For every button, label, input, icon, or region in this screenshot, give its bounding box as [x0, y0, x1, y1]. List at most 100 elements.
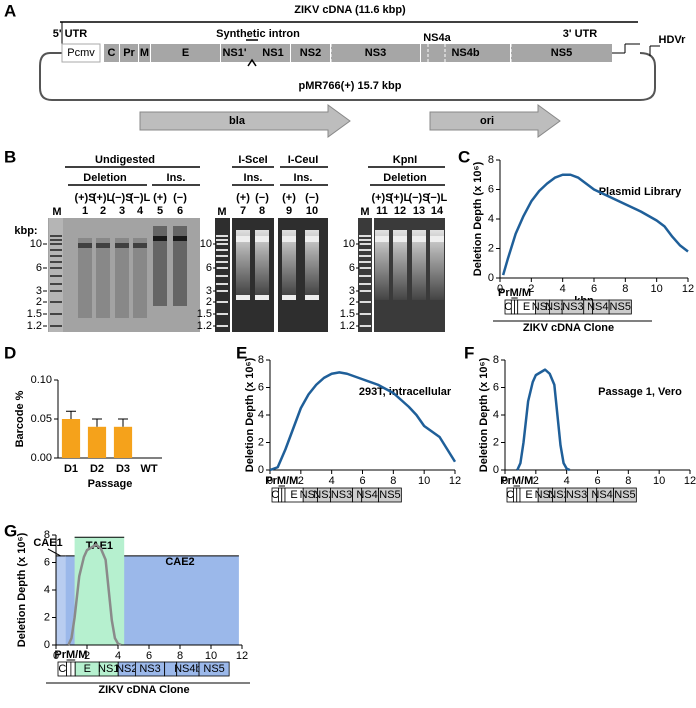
band — [305, 295, 319, 300]
ladder-band — [359, 261, 371, 263]
size-label: 10 — [30, 238, 42, 250]
map-segment-label: NS4b — [174, 663, 202, 675]
ladder-band — [359, 249, 371, 251]
x-tick-label: 8 — [177, 650, 183, 662]
band — [255, 295, 269, 300]
ladder-band — [50, 290, 62, 292]
x-tick-label: 12 — [449, 475, 461, 487]
size-label: 10 — [200, 238, 212, 250]
x-tick-label: D1 — [64, 463, 78, 475]
x-tick-label: 8 — [625, 475, 631, 487]
segment-label: C — [108, 47, 116, 59]
ladder-band — [216, 261, 228, 263]
x-tick-label: 12 — [236, 650, 248, 662]
ladder-band — [216, 249, 228, 251]
ladder-band — [359, 243, 371, 245]
gel-subheader: Deletion — [383, 172, 427, 184]
map-segment — [281, 487, 286, 503]
size-label: 6 — [349, 262, 355, 274]
ladder-band — [50, 249, 62, 251]
ladder-band — [216, 275, 228, 277]
size-label: 2 — [349, 296, 355, 308]
lane-label: (−) — [305, 192, 319, 204]
lane-number: 4 — [137, 205, 144, 217]
x-tick-label: 4 — [115, 650, 121, 662]
data-line — [67, 543, 122, 647]
map-segment — [513, 487, 518, 503]
ladder-band — [50, 275, 62, 277]
utr5-label: 5' UTR — [53, 28, 87, 40]
genome-segment — [421, 44, 510, 62]
x-tick-label: 4 — [560, 283, 566, 295]
map-segment-label: NS4b — [356, 489, 384, 501]
lane-smear — [375, 230, 389, 300]
prm-label: PrM/M — [498, 287, 531, 299]
panel-label: G — [4, 521, 17, 540]
kbp-label: kbp: — [14, 225, 37, 237]
ladder-band — [50, 235, 62, 237]
lane-smear — [115, 238, 129, 318]
x-tick-label: 10 — [418, 475, 430, 487]
ladder-band — [359, 313, 371, 315]
x-tick-label: 6 — [594, 475, 600, 487]
ladder-band — [359, 290, 371, 292]
panel-label: E — [236, 343, 247, 362]
genome-segment — [120, 44, 138, 62]
size-label: 3 — [349, 285, 355, 297]
gel-header: I-CeuI — [288, 154, 319, 166]
x-tick-label: 0 — [53, 650, 59, 662]
genome-segment — [151, 44, 220, 62]
lane-label: (−) — [173, 192, 187, 204]
chart-title: Passage 1, Vero — [598, 386, 682, 398]
lane-number: 6 — [177, 205, 183, 217]
lane-label: (+)L — [93, 192, 114, 204]
size-label: 1.5 — [340, 308, 355, 320]
bar — [113, 426, 133, 458]
gel-header: Undigested — [95, 154, 155, 166]
plasmid-label: pMR766(+) 15.7 kbp — [298, 80, 401, 92]
ladder-band — [216, 290, 228, 292]
map-segment — [613, 487, 637, 503]
lane-smear — [96, 238, 110, 318]
band — [133, 243, 147, 248]
map-segment-label: NS2 — [548, 489, 569, 501]
genome-segment — [104, 44, 119, 62]
lane-smear — [393, 230, 407, 300]
map-segment-label: NS1 — [532, 301, 553, 313]
panel-label: A — [4, 1, 16, 20]
size-label: 3 — [206, 285, 212, 297]
band — [282, 295, 296, 300]
x-tick-label: 10 — [651, 283, 663, 295]
ladder-band — [359, 255, 371, 257]
y-tick-label: 0 — [258, 464, 264, 476]
band — [430, 236, 444, 242]
lane-label: (−)L — [427, 192, 448, 204]
y-tick-label: 6 — [493, 381, 499, 393]
map-segment — [278, 487, 283, 503]
map-segment — [198, 661, 230, 677]
lane-smear — [305, 230, 319, 300]
y-tick-label: 4 — [258, 409, 264, 421]
map-segment-label: E — [523, 301, 530, 313]
band — [412, 236, 426, 242]
size-label: 1.2 — [197, 320, 212, 332]
ladder-band — [359, 239, 371, 241]
y-axis-label: Deletion Depth (x 10⁶) — [478, 357, 490, 472]
genome-segment — [511, 44, 612, 62]
y-tick-label: 4 — [488, 213, 494, 225]
gene-arrow — [429, 104, 561, 138]
y-tick-label: 8 — [44, 529, 50, 541]
lane-label: (+)L — [390, 192, 411, 204]
lane-smear — [430, 230, 444, 300]
y-axis-label: Deletion Depth (x 10⁶) — [16, 532, 28, 647]
lane-smear — [412, 230, 426, 300]
map-segment-label: NS2 — [116, 663, 137, 675]
y-tick-label: 6 — [44, 556, 50, 568]
y-axis-label: Deletion Depth (x 10⁶) — [244, 357, 256, 472]
map-segment-label: NS1 — [535, 489, 556, 501]
y-tick-label: 0.00 — [31, 452, 52, 464]
map-segment — [66, 661, 72, 677]
size-label: 6 — [36, 262, 42, 274]
ladder-band — [216, 239, 228, 241]
